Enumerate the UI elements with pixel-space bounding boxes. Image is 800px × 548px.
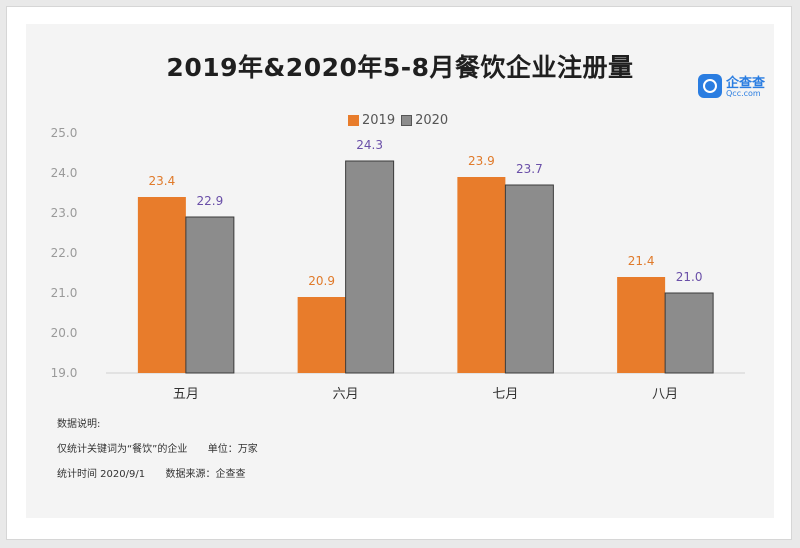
data-label-2020-4: 21.0 (676, 270, 703, 284)
notes-scope-line: 仅统计关键词为“餐饮”的企业 单位：万家 (57, 437, 258, 462)
data-label-2019-3: 23.9 (468, 154, 495, 168)
bar-2019-4 (617, 277, 666, 373)
notes-source: 数据来源：企查查 (165, 469, 246, 480)
bar-2019-1 (137, 197, 186, 373)
y-tick-label: 24.0 (51, 166, 78, 180)
chart-legend: 2019 2020 (348, 110, 454, 130)
legend-label-2020: 2020 (415, 112, 449, 128)
x-category-label: 八月 (652, 387, 678, 402)
legend-item-2019: 2019 (348, 113, 395, 128)
y-tick-label: 25.0 (51, 126, 78, 140)
bar-2019-3 (457, 177, 506, 373)
notes-scope: 仅统计关键词为“餐饮”的企业 (57, 444, 188, 455)
data-notes: 数据说明: 仅统计关键词为“餐饮”的企业 单位：万家 统计时间 2020/9/1… (57, 412, 258, 487)
legend-swatch-2020 (401, 114, 413, 126)
bar-2019-2 (297, 297, 346, 373)
notes-unit: 单位：万家 (207, 444, 258, 455)
data-label-2020-3: 23.7 (516, 162, 543, 176)
chart-title: 2019年&2020年5-8月餐饮企业注册量 (166, 53, 634, 82)
data-label-2020-2: 24.3 (356, 138, 383, 152)
notes-heading: 数据说明: (57, 419, 101, 430)
x-category-label: 七月 (492, 387, 518, 402)
bar-2020-4 (664, 292, 714, 374)
x-category-label: 六月 (333, 387, 359, 402)
y-tick-label: 22.0 (51, 246, 78, 260)
legend-swatch-2019 (348, 114, 359, 126)
bar-2020-2 (345, 160, 395, 374)
legend-item-2020: 2020 (401, 113, 448, 128)
y-tick-label: 21.0 (51, 286, 78, 300)
data-label-2019-1: 23.4 (149, 174, 176, 188)
notes-stat-time: 统计时间 2020/9/1 (57, 469, 146, 480)
logo-sub: Qcc.com (726, 89, 761, 98)
y-tick-label: 23.0 (51, 206, 78, 220)
qcc-logo: 企查查 Qcc.com (698, 72, 778, 102)
y-tick-label: 20.0 (51, 326, 78, 340)
legend-label-2019: 2019 (362, 112, 396, 128)
bar-2020-1 (185, 216, 235, 374)
bar-2020-3 (504, 184, 554, 374)
data-label-2019-2: 20.9 (308, 274, 335, 288)
logo-name: 企查查 (726, 76, 766, 91)
x-category-label: 五月 (173, 387, 199, 402)
data-label-2020-1: 22.9 (197, 194, 224, 208)
qcc-logo-icon (698, 74, 722, 98)
notes-time-line: 统计时间 2020/9/1 数据来源：企查查 (57, 462, 258, 487)
y-tick-label: 19.0 (51, 366, 78, 380)
data-label-2019-4: 21.4 (628, 254, 655, 268)
